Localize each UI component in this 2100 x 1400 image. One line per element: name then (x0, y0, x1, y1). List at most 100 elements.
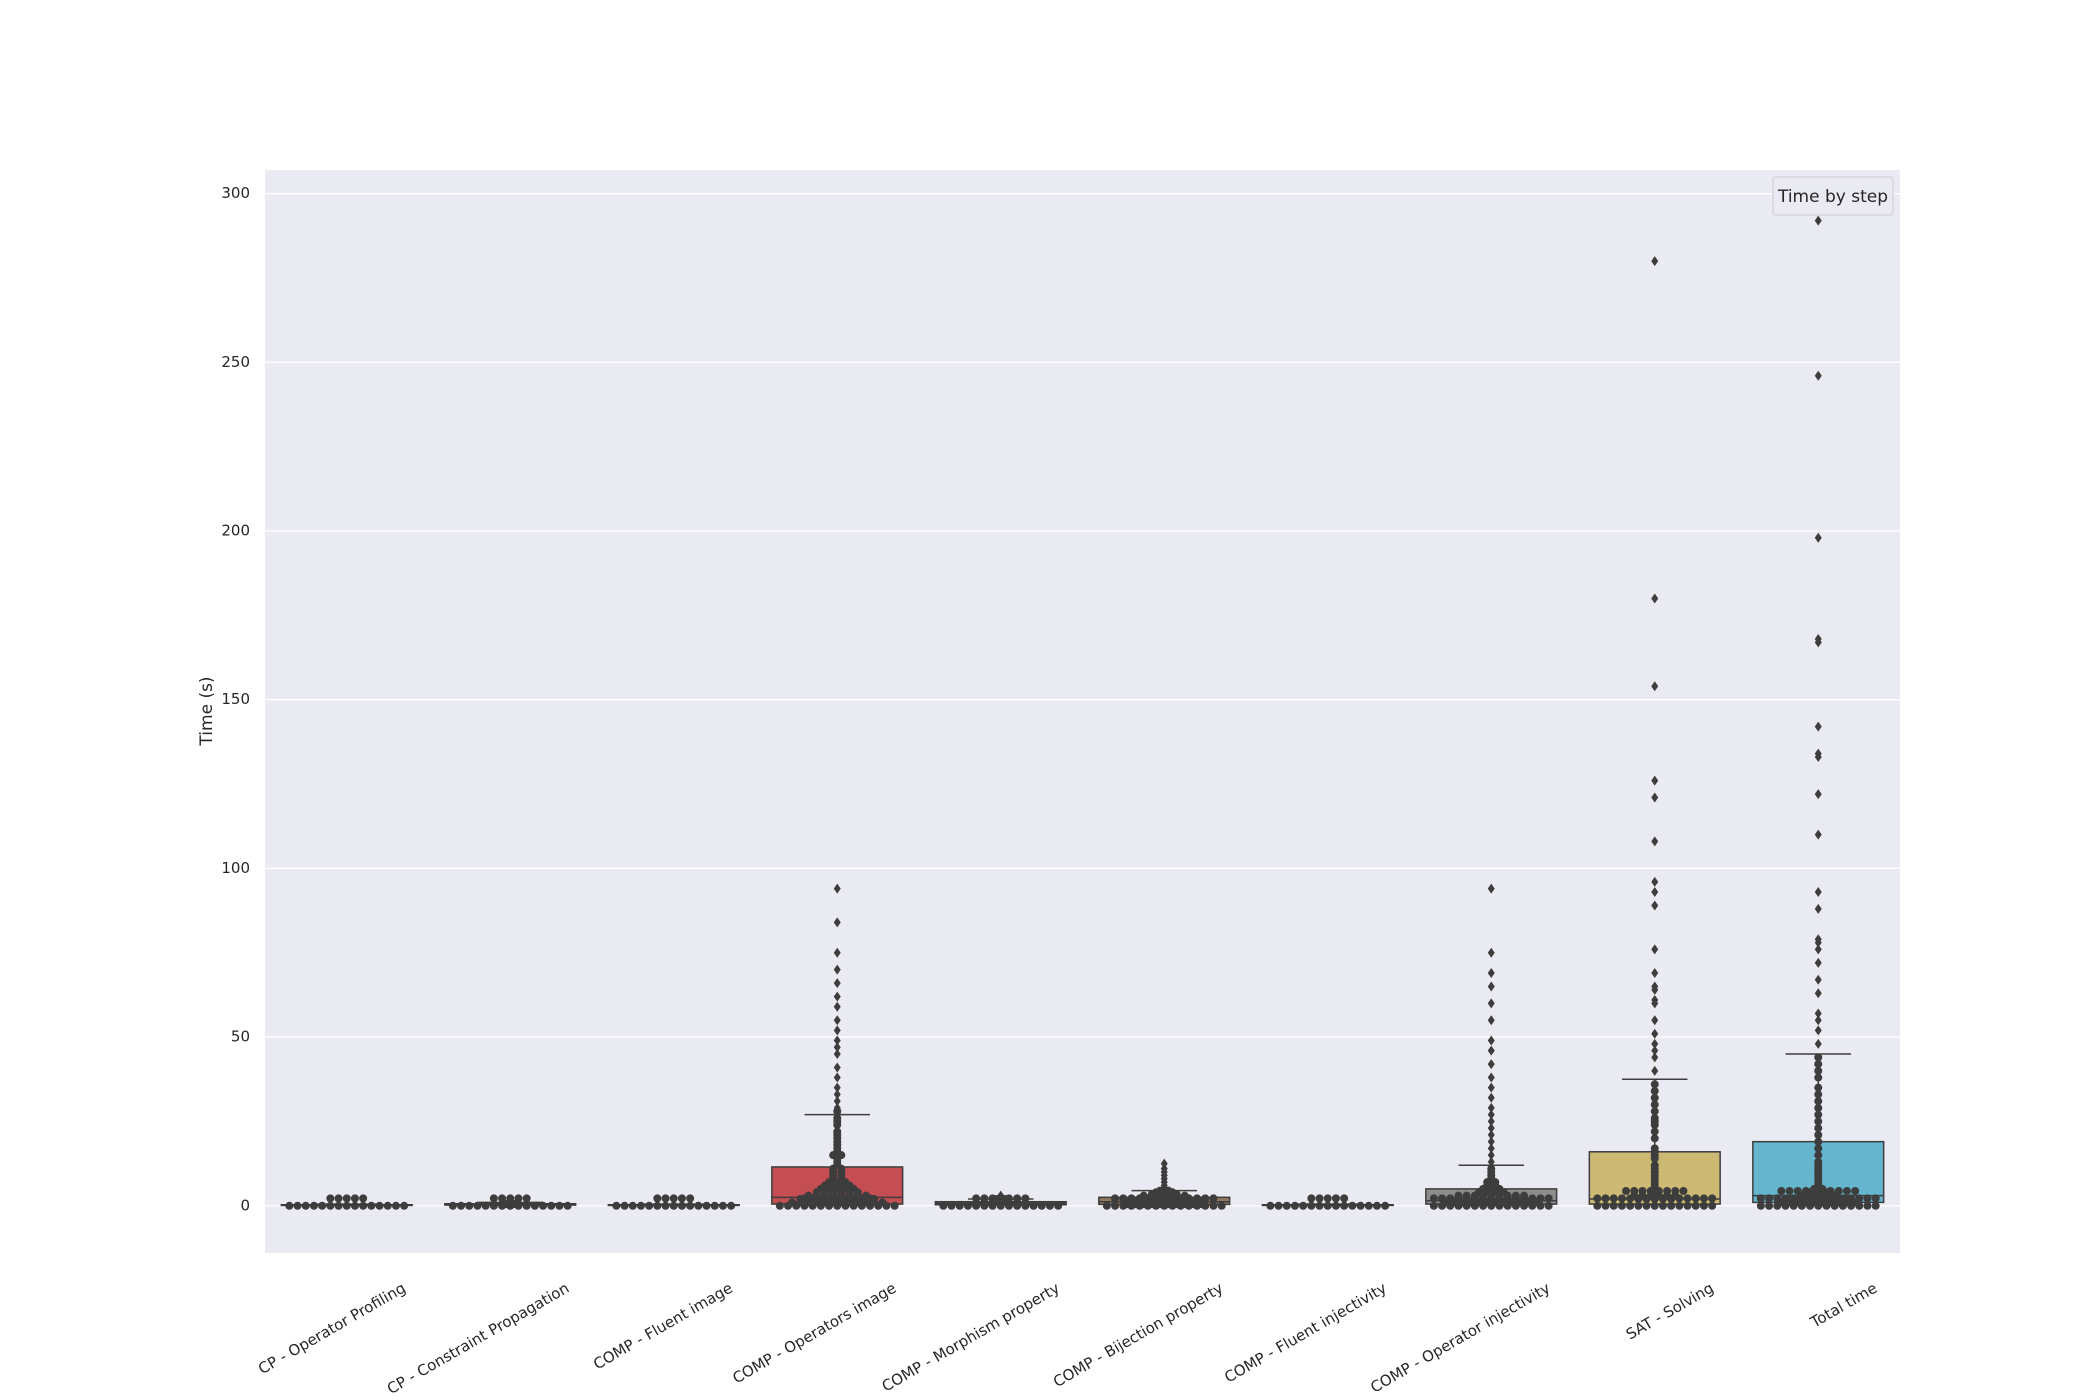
swarm-point (636, 1201, 645, 1210)
swarm-point (514, 1194, 523, 1203)
swarm-point (1814, 1137, 1823, 1146)
legend-title: Time by step (1777, 187, 1888, 207)
swarm-point (1699, 1201, 1708, 1210)
outlier-marker (1814, 748, 1822, 759)
outlier-marker (1814, 974, 1822, 985)
swarm-point (1111, 1194, 1120, 1203)
swarm-point (1323, 1201, 1332, 1210)
swarm-point (1814, 1144, 1823, 1153)
swarm-point (1164, 1186, 1173, 1195)
swarm-point (1307, 1194, 1316, 1203)
swarm-point (301, 1201, 310, 1210)
swarm-point (1756, 1201, 1765, 1210)
swarm-point (539, 1201, 548, 1210)
outlier-marker (1814, 944, 1822, 955)
outlier-marker (1487, 1123, 1495, 1134)
swarm-point (1274, 1201, 1283, 1210)
swarm-point (457, 1201, 466, 1210)
swarm-point (980, 1200, 989, 1209)
swarm-point (1609, 1201, 1618, 1210)
y-tick-label: 0 (240, 1196, 250, 1214)
outlier-marker (833, 1042, 841, 1053)
swarm-point (1617, 1201, 1626, 1210)
outlier-marker (833, 1096, 841, 1107)
swarm-point (1172, 1189, 1181, 1198)
swarm-point (1462, 1191, 1471, 1200)
swarm-point (481, 1201, 490, 1210)
swarm-point (870, 1195, 879, 1204)
swarm-point (1364, 1201, 1373, 1210)
swarm-point (1777, 1187, 1786, 1196)
swarm-point (1617, 1194, 1626, 1203)
outlier-marker (1487, 1150, 1495, 1161)
swarm-point (1765, 1194, 1774, 1203)
swarm-point (1622, 1187, 1631, 1196)
outlier-marker (1814, 1038, 1822, 1049)
swarm-point (612, 1201, 621, 1210)
swarm-point (510, 1200, 519, 1209)
outlier-marker (1814, 903, 1822, 914)
swarm-point (1765, 1201, 1774, 1210)
x-tick-label: CP - Operator Profiling (255, 1279, 409, 1378)
swarm-point (1650, 1087, 1659, 1096)
outlier-marker (1814, 887, 1822, 897)
swarm-point (359, 1194, 368, 1203)
swarm-point (350, 1201, 359, 1210)
swarm-point (1814, 1151, 1823, 1160)
outlier-marker (1814, 829, 1822, 840)
swarm-point (465, 1201, 474, 1210)
swarm-point (1871, 1194, 1880, 1203)
outlier-marker (833, 917, 841, 928)
outlier-marker (1651, 1065, 1659, 1076)
swarm-point (702, 1201, 711, 1210)
swarm-point (1626, 1201, 1635, 1210)
swarm-point (1863, 1194, 1872, 1203)
swarm-point (1814, 1157, 1823, 1166)
swarm-point (1282, 1201, 1291, 1210)
swarm-point (498, 1194, 507, 1203)
outlier-marker (1651, 593, 1659, 604)
outlier-marker (1487, 883, 1495, 894)
swarm-point (796, 1195, 805, 1204)
swarm-point (1842, 1187, 1851, 1196)
swarm-point (1331, 1201, 1340, 1210)
swarm-point (1683, 1194, 1692, 1203)
swarm-point (653, 1194, 662, 1203)
swarm-point (1756, 1194, 1765, 1203)
swarm-point (1683, 1201, 1692, 1210)
swarm-point (1045, 1201, 1054, 1210)
outlier-marker (1487, 1082, 1495, 1093)
legend-box (1772, 176, 1894, 216)
outlier-marker (1814, 215, 1822, 226)
swarm-point (350, 1194, 359, 1203)
x-tick-label: COMP - Morphism property (879, 1279, 1063, 1396)
swarm-point (718, 1201, 727, 1210)
swarm-point (1814, 1083, 1823, 1092)
x-tick-label: COMP - Fluent image (590, 1279, 736, 1373)
swarm-point (1797, 1191, 1806, 1200)
outlier-marker (1651, 775, 1659, 786)
outlier-marker (833, 1082, 841, 1093)
swarm-point (1111, 1201, 1120, 1210)
swarm-point (1209, 1201, 1218, 1210)
swarm-point (1785, 1195, 1794, 1204)
swarm-point (1454, 1191, 1463, 1200)
outlier-marker (1814, 957, 1822, 968)
outlier-marker (1651, 256, 1659, 267)
swarm-point (833, 1114, 842, 1123)
outlier-marker (833, 978, 841, 989)
swarm-point (1675, 1201, 1684, 1210)
swarm-point (686, 1194, 695, 1203)
swarm-point (1650, 1100, 1659, 1109)
x-tick-label: SAT - Solving (1623, 1279, 1717, 1344)
swarm-point (1650, 1107, 1659, 1116)
swarm-point (939, 1201, 948, 1210)
swarm-point (1650, 1134, 1659, 1143)
x-tick-label: Total time (1807, 1279, 1881, 1332)
swarm-point (1814, 1130, 1823, 1139)
swarm-point (1381, 1201, 1390, 1210)
swarm-point (1679, 1187, 1688, 1196)
outlier-marker (1487, 1059, 1495, 1070)
